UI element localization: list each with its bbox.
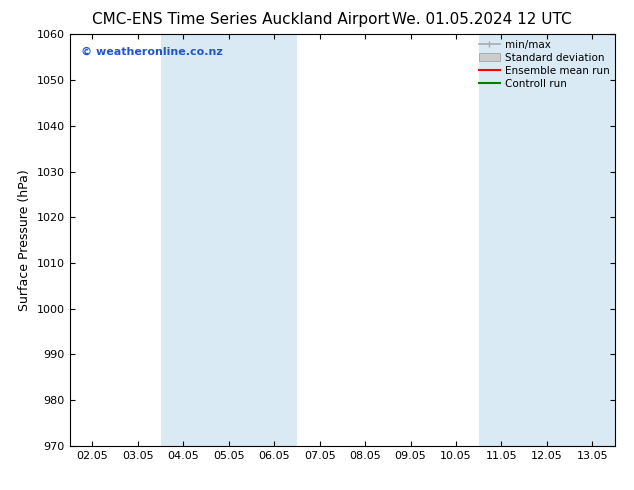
Y-axis label: Surface Pressure (hPa): Surface Pressure (hPa) (18, 169, 31, 311)
Bar (479, 34, 615, 446)
Bar (160, 34, 297, 446)
Text: © weatheronline.co.nz: © weatheronline.co.nz (81, 47, 223, 57)
Text: We. 01.05.2024 12 UTC: We. 01.05.2024 12 UTC (392, 12, 572, 27)
Legend: min/max, Standard deviation, Ensemble mean run, Controll run: min/max, Standard deviation, Ensemble me… (479, 40, 610, 89)
Text: CMC-ENS Time Series Auckland Airport: CMC-ENS Time Series Auckland Airport (92, 12, 390, 27)
